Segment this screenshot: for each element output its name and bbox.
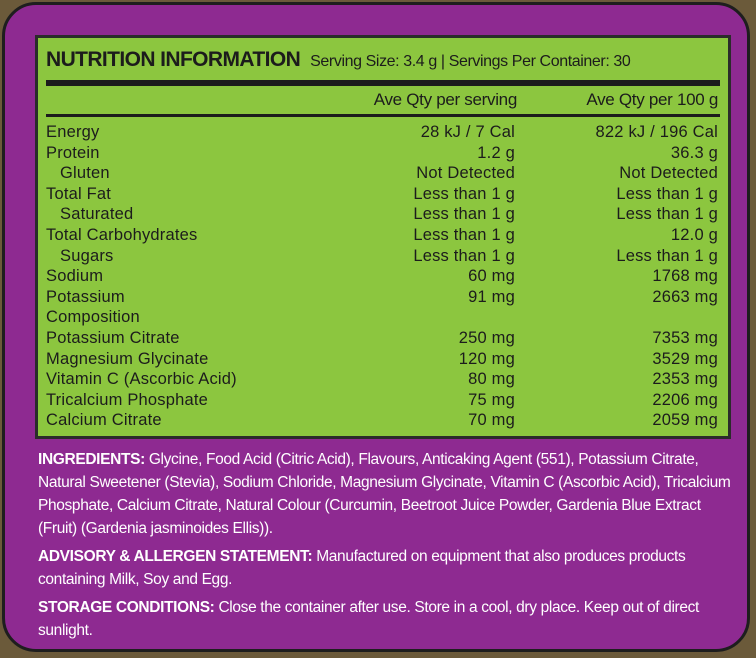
nutrient-label: Vitamin C (Ascorbic Acid) xyxy=(46,370,237,389)
per-100g-value: 12.0 g xyxy=(670,225,718,244)
per-100g-value: 2663 mg xyxy=(652,287,718,306)
nutrition-row: Total Fat Less than 1 g Less than 1 g xyxy=(46,184,718,205)
per-serving-value: Less than 1 g xyxy=(413,205,515,224)
nutrient-label: Composition xyxy=(46,308,140,327)
per-100g-value: 1768 mg xyxy=(652,267,718,286)
ingredients-heading: INGREDIENTS: xyxy=(38,451,145,468)
serving-info: Serving Size: 3.4 g | Servings Per Conta… xyxy=(310,53,631,70)
nutrient-label: Potassium Citrate xyxy=(46,328,180,347)
per-100g-value: 7353 mg xyxy=(652,328,718,347)
ingredients-statement: INGREDIENTS: Glycine, Food Acid (Citric … xyxy=(38,448,738,540)
ingredients-text: Glycine, Food Acid (Citric Acid), Flavou… xyxy=(38,451,731,537)
nutrition-row: Tricalcium Phosphate 75 mg 2206 mg xyxy=(46,390,718,411)
nutrition-row: Composition xyxy=(46,307,718,328)
nutrition-rows: Energy 28 kJ / 7 Cal 822 kJ / 196 Cal Prote… xyxy=(46,122,718,431)
nutrition-row: Vitamin C (Ascorbic Acid) 80 mg 2353 mg xyxy=(46,369,718,390)
per-serving-value: 70 mg xyxy=(468,411,515,430)
nutrient-label: Total Carbohydrates xyxy=(46,225,198,244)
nutrient-label: Saturated xyxy=(60,205,134,224)
per-100g-value: 2206 mg xyxy=(652,390,718,409)
nutrition-row: Saturated Less than 1 g Less than 1 g xyxy=(46,204,718,225)
nutrition-title: NUTRITION INFORMATION xyxy=(46,48,301,71)
nutrition-row: Sodium 60 mg 1768 mg xyxy=(46,266,718,287)
nutrition-row: Total Carbohydrates Less than 1 g 12.0 g xyxy=(46,225,718,246)
per-serving-value: 91 mg xyxy=(468,287,515,306)
per-serving-value: 60 mg xyxy=(468,267,515,286)
per-serving-value: 28 kJ / 7 Cal xyxy=(420,123,515,141)
per-serving-value: Not Detected xyxy=(416,164,515,183)
nutrition-row: Protein 1.2 g 36.3 g xyxy=(46,143,718,164)
column-header-per-100g: Ave Qty per 100 g xyxy=(586,90,718,109)
nutrient-label: Magnesium Glycinate xyxy=(46,349,209,368)
per-100g-value: Not Detected xyxy=(619,164,718,183)
nutrition-table: NUTRITION INFORMATION Serving Size: 3.4 … xyxy=(35,35,731,439)
nutrient-label: Energy xyxy=(46,123,100,141)
nutrient-label: Potassium xyxy=(46,287,125,306)
nutrient-label: Tricalcium Phosphate xyxy=(46,390,209,409)
per-serving-value: Less than 1 g xyxy=(413,246,515,265)
per-100g-value: 3529 mg xyxy=(652,349,718,368)
per-serving-value: 120 mg xyxy=(458,349,515,368)
nutrition-row: Potassium 91 mg 2663 mg xyxy=(46,287,718,308)
thin-divider xyxy=(46,114,720,117)
per-serving-value: 1.2 g xyxy=(477,143,515,162)
per-100g-value: 2353 mg xyxy=(652,370,718,389)
per-100g-value: 822 kJ / 196 Cal xyxy=(595,123,718,141)
per-100g-value: Less than 1 g xyxy=(616,184,718,203)
per-serving-value: 75 mg xyxy=(468,390,515,409)
per-100g-value: 2059 mg xyxy=(652,411,718,430)
advisory-statement: ADVISORY & ALLERGEN STATEMENT: Manufactu… xyxy=(38,545,738,591)
nutrition-row: Magnesium Glycinate 120 mg 3529 mg xyxy=(46,349,718,370)
per-100g-value: Less than 1 g xyxy=(616,205,718,224)
storage-text: Close the container after use. Store in … xyxy=(38,599,699,639)
nutrient-label: Sodium xyxy=(46,267,104,286)
nutrient-label: Total Fat xyxy=(46,184,112,203)
per-serving-value: Less than 1 g xyxy=(413,184,515,203)
nutrition-row: Potassium Citrate 250 mg 7353 mg xyxy=(46,328,718,349)
nutrient-label: Calcium Citrate xyxy=(46,411,162,430)
thick-divider xyxy=(46,80,720,86)
per-100g-value: 36.3 g xyxy=(670,143,718,162)
per-serving-value: 80 mg xyxy=(468,370,515,389)
column-header-per-serving: Ave Qty per serving xyxy=(373,90,518,109)
label-panel: NUTRITION INFORMATION Serving Size: 3.4 … xyxy=(2,2,750,652)
advisory-text: Manufactured on equipment that also prod… xyxy=(38,548,686,588)
advisory-heading: ADVISORY & ALLERGEN STATEMENT: xyxy=(38,548,313,565)
per-serving-value: Less than 1 g xyxy=(413,225,515,244)
nutrition-row: Gluten Not Detected Not Detected xyxy=(46,163,718,184)
nutrition-row: Energy 28 kJ / 7 Cal 822 kJ / 196 Cal xyxy=(46,122,718,143)
nutrition-row: Sugars Less than 1 g Less than 1 g xyxy=(46,246,718,267)
title-row: NUTRITION INFORMATION Serving Size: 3.4 … xyxy=(46,48,720,78)
label-text: INGREDIENTS: Glycine, Food Acid (Citric … xyxy=(38,448,738,647)
storage-heading: STORAGE CONDITIONS: xyxy=(38,599,215,616)
per-100g-value: Less than 1 g xyxy=(616,246,718,265)
nutrient-label: Protein xyxy=(46,143,100,162)
nutrition-row: Calcium Citrate 70 mg 2059 mg xyxy=(46,410,718,431)
storage-statement: STORAGE CONDITIONS: Close the container … xyxy=(38,596,738,642)
per-serving-value: 250 mg xyxy=(458,328,515,347)
nutrient-label: Sugars xyxy=(60,246,114,265)
nutrient-label: Gluten xyxy=(60,164,110,183)
